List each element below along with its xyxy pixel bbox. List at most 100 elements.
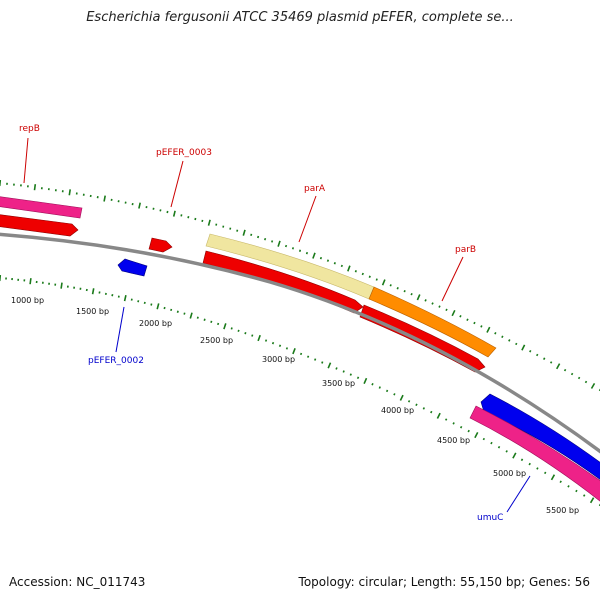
outer-tick (584, 380, 588, 384)
outer-tick (354, 270, 357, 273)
outer-tick-ring (0, 179, 600, 392)
outer-tick (277, 240, 281, 247)
inner-tick (452, 422, 455, 425)
inner-tick (244, 331, 247, 335)
inner-tick (356, 376, 360, 380)
gene-label-umuC[interactable]: umuC (477, 513, 503, 523)
gene-repB-feature[interactable] (0, 196, 83, 219)
outer-tick (236, 229, 239, 232)
outer-tick (549, 361, 553, 364)
inner-tick (385, 389, 389, 393)
outer-tick (319, 256, 323, 260)
cds-pEFER_0003-feature[interactable] (148, 237, 173, 253)
outer-tick (187, 216, 190, 219)
label-leader-umuC (506, 475, 531, 513)
gene-label-pEFER_0003[interactable]: pEFER_0003 (156, 148, 212, 158)
outer-tick (438, 305, 441, 308)
inner-tick (327, 362, 332, 369)
inner-tick (111, 294, 114, 297)
outer-tick (312, 252, 316, 259)
outer-tick (222, 225, 225, 228)
inner-tick (512, 452, 517, 459)
inner-tick (123, 295, 127, 302)
inner-tick (444, 418, 448, 421)
outer-tick (570, 372, 574, 376)
scale-label: 2500 bp (200, 336, 233, 345)
inner-tick (130, 298, 133, 301)
footer-summary: Topology: circular; Length: 55,150 bp; G… (298, 575, 590, 589)
outer-tick (264, 237, 267, 241)
scale-label: 1000 bp (11, 296, 44, 305)
outer-tick (361, 272, 364, 276)
cds-repB-feature[interactable] (0, 214, 79, 237)
outer-tick (138, 202, 141, 209)
inner-tick (217, 322, 220, 326)
inner-tick (407, 400, 411, 403)
gene-label-repB[interactable]: repB (19, 124, 40, 134)
outer-tick (368, 275, 371, 278)
inner-tick (203, 318, 206, 321)
scale-label: 1500 bp (76, 307, 109, 316)
inner-tick (285, 347, 289, 350)
inner-tick (223, 323, 227, 330)
outer-tick (333, 262, 336, 265)
label-leader-pEFER_0002 (115, 306, 125, 353)
inner-tick (520, 458, 524, 462)
outer-tick (207, 219, 211, 226)
inner-tick (170, 308, 173, 312)
inner-tick (467, 429, 470, 433)
scale-labels: 1000 bp 1500 bp 2000 bp 2500 bp 3000 bp 3500 … (11, 296, 579, 515)
inner-tick (163, 306, 166, 310)
gene-parB-feature[interactable] (368, 286, 497, 358)
inner-tick (459, 425, 463, 429)
inner-tick (436, 412, 441, 419)
inner-tick (183, 312, 186, 315)
outer-tick (590, 382, 596, 389)
outer-tick (577, 376, 581, 380)
label-leader-parB (441, 256, 464, 302)
inner-tick (257, 334, 261, 342)
inner-tick (278, 344, 282, 348)
gene-label-parB[interactable]: parB (455, 245, 476, 255)
inner-tick (430, 410, 433, 414)
outer-tick (201, 219, 204, 223)
inner-tick (60, 282, 63, 289)
inner-tick (482, 437, 486, 441)
outer-tick (480, 325, 483, 328)
inner-tick (237, 329, 240, 332)
outer-tick (326, 259, 330, 262)
inner-tick (378, 386, 381, 389)
inner-tick (415, 403, 418, 407)
inner-tick (363, 377, 368, 385)
inner-tick (342, 370, 345, 373)
inner-tick (314, 358, 317, 361)
inner-tick (422, 407, 426, 410)
footer-accession: Accession: NC_011743 (9, 575, 146, 589)
gene-umuC-feature[interactable] (469, 405, 600, 505)
cds-pEFER_0002-feature[interactable] (117, 258, 148, 277)
scale-label: 5000 bp (493, 469, 526, 478)
inner-tick (292, 348, 296, 355)
inner-tick (335, 367, 338, 370)
inner-tick (349, 373, 352, 376)
outer-tick (215, 223, 218, 226)
inner-tick (371, 382, 374, 386)
inner-tick (528, 462, 531, 466)
inner-tick (150, 303, 153, 306)
inner-tick (264, 339, 268, 342)
outer-tick (416, 294, 421, 301)
scale-label: 5500 bp (546, 506, 579, 515)
outer-tick (396, 286, 399, 290)
label-leader-parA (298, 195, 317, 243)
inner-tick (575, 489, 578, 493)
inner-tick (474, 432, 479, 439)
inner-tick (589, 497, 595, 504)
cds-parB-feature[interactable] (359, 304, 486, 373)
outer-tick (340, 264, 343, 268)
gene-label-parA[interactable]: parA (304, 184, 326, 194)
scale-label: 4500 bp (437, 436, 470, 445)
gene-label-pEFER_0002[interactable]: pEFER_0002 (88, 356, 144, 366)
outer-tick (410, 292, 413, 296)
outer-tick (431, 302, 434, 305)
outer-tick (172, 210, 176, 217)
